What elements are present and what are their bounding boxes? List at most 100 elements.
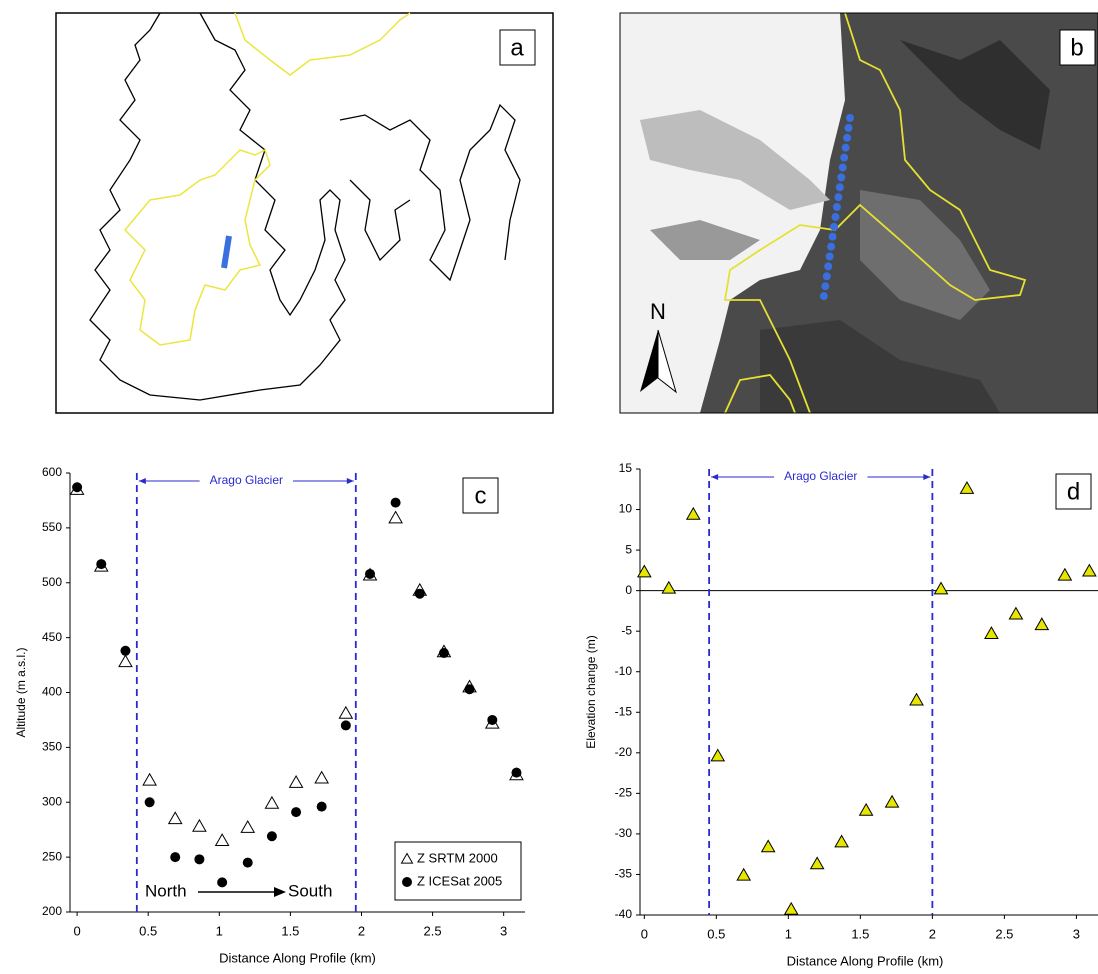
profile-points bbox=[819, 114, 854, 306]
point bbox=[167, 811, 183, 825]
point bbox=[72, 482, 83, 493]
map-b: b N bbox=[619, 12, 1098, 414]
north-label: N bbox=[650, 299, 666, 324]
point bbox=[242, 857, 253, 868]
y-tick-label: 10 bbox=[619, 502, 633, 516]
point bbox=[760, 839, 776, 853]
point bbox=[194, 854, 205, 865]
x-tick-label: 2 bbox=[358, 923, 365, 938]
terrain bbox=[900, 40, 1050, 150]
x-tick-label: 1.5 bbox=[281, 923, 299, 938]
x-tick-label: 3 bbox=[500, 923, 507, 938]
point bbox=[365, 568, 376, 579]
point bbox=[388, 510, 403, 524]
point bbox=[710, 748, 726, 762]
direction-label: South bbox=[288, 881, 332, 900]
map-frame bbox=[619, 12, 1098, 414]
direction-arrowhead bbox=[274, 887, 286, 897]
point bbox=[809, 856, 825, 870]
point bbox=[661, 580, 677, 594]
y-tick-label: -30 bbox=[615, 826, 633, 840]
bracket-arrowhead bbox=[138, 478, 146, 484]
terrain bbox=[760, 320, 1000, 413]
x-tick-label: 1.5 bbox=[851, 926, 869, 941]
north-arrow bbox=[640, 330, 658, 392]
x-tick-label: 1 bbox=[785, 926, 792, 941]
direction-label: North bbox=[145, 881, 187, 900]
point bbox=[118, 654, 133, 668]
y-tick-label: 250 bbox=[42, 849, 62, 863]
point bbox=[438, 647, 449, 658]
terrain bbox=[650, 220, 760, 260]
glacier-outline bbox=[723, 13, 1027, 413]
x-tick-label: 0.5 bbox=[139, 923, 157, 938]
point bbox=[214, 833, 230, 847]
point bbox=[266, 831, 277, 842]
bracket-arrowhead bbox=[346, 478, 354, 484]
x-tick-label: 0 bbox=[641, 926, 648, 941]
y-tick-label: 400 bbox=[42, 685, 62, 699]
point bbox=[1081, 563, 1097, 577]
point bbox=[984, 626, 999, 639]
y-tick-label: -10 bbox=[615, 664, 633, 678]
y-tick-label: -40 bbox=[615, 907, 633, 921]
snow bbox=[620, 13, 845, 413]
point bbox=[142, 772, 157, 786]
point bbox=[464, 684, 475, 695]
point bbox=[120, 645, 131, 656]
point bbox=[685, 506, 701, 520]
point bbox=[144, 797, 155, 808]
point bbox=[487, 714, 498, 725]
north-arrow bbox=[657, 329, 677, 394]
point bbox=[288, 774, 304, 788]
bracket-label: Arago Glacier bbox=[210, 473, 283, 487]
point bbox=[858, 802, 874, 816]
y-tick-label: 300 bbox=[42, 794, 62, 808]
y-tick-label: 500 bbox=[42, 575, 62, 589]
point bbox=[884, 794, 900, 808]
point bbox=[909, 692, 924, 706]
point bbox=[959, 480, 975, 494]
legend-label: Z SRTM 2000 bbox=[417, 850, 498, 865]
x-tick-label: 3 bbox=[1073, 926, 1080, 941]
x-tick-label: 2.5 bbox=[424, 923, 442, 938]
legend-marker bbox=[400, 852, 414, 864]
point bbox=[264, 795, 280, 809]
icefield-outline bbox=[123, 148, 271, 346]
panel-label-box bbox=[1059, 29, 1096, 66]
y-tick-label: 550 bbox=[42, 520, 62, 534]
point bbox=[192, 818, 207, 832]
bracket-arrowhead bbox=[711, 474, 719, 480]
point bbox=[414, 588, 425, 599]
point bbox=[170, 852, 181, 863]
x-tick-label: 0.5 bbox=[707, 926, 725, 941]
panel-label: a bbox=[510, 34, 524, 61]
coastline bbox=[339, 103, 521, 282]
icefield-outline bbox=[234, 12, 411, 76]
coastline bbox=[89, 12, 346, 401]
point bbox=[340, 720, 351, 731]
point bbox=[736, 867, 752, 881]
y-tick-label: -15 bbox=[615, 704, 633, 718]
coastline bbox=[349, 179, 411, 262]
y-tick-label: -20 bbox=[615, 745, 633, 759]
legend-box bbox=[394, 841, 522, 901]
point bbox=[511, 767, 522, 778]
point bbox=[1034, 617, 1050, 631]
legend-label: Z ICESat 2005 bbox=[417, 873, 502, 888]
lake bbox=[860, 190, 990, 320]
point bbox=[1057, 567, 1073, 581]
x-axis-title: Distance Along Profile (km) bbox=[219, 950, 376, 965]
x-tick-label: 1 bbox=[216, 923, 223, 938]
point bbox=[933, 581, 949, 595]
panel-label: c bbox=[475, 482, 487, 509]
x-tick-label: 2 bbox=[929, 926, 936, 941]
y-tick-label: 5 bbox=[625, 542, 632, 556]
panel-label: d bbox=[1067, 478, 1080, 505]
y-tick-label: -5 bbox=[621, 623, 632, 637]
point bbox=[314, 770, 330, 784]
map-a: a bbox=[55, 12, 554, 414]
x-tick-label: 0 bbox=[73, 923, 80, 938]
panel-label: b bbox=[1070, 34, 1083, 61]
